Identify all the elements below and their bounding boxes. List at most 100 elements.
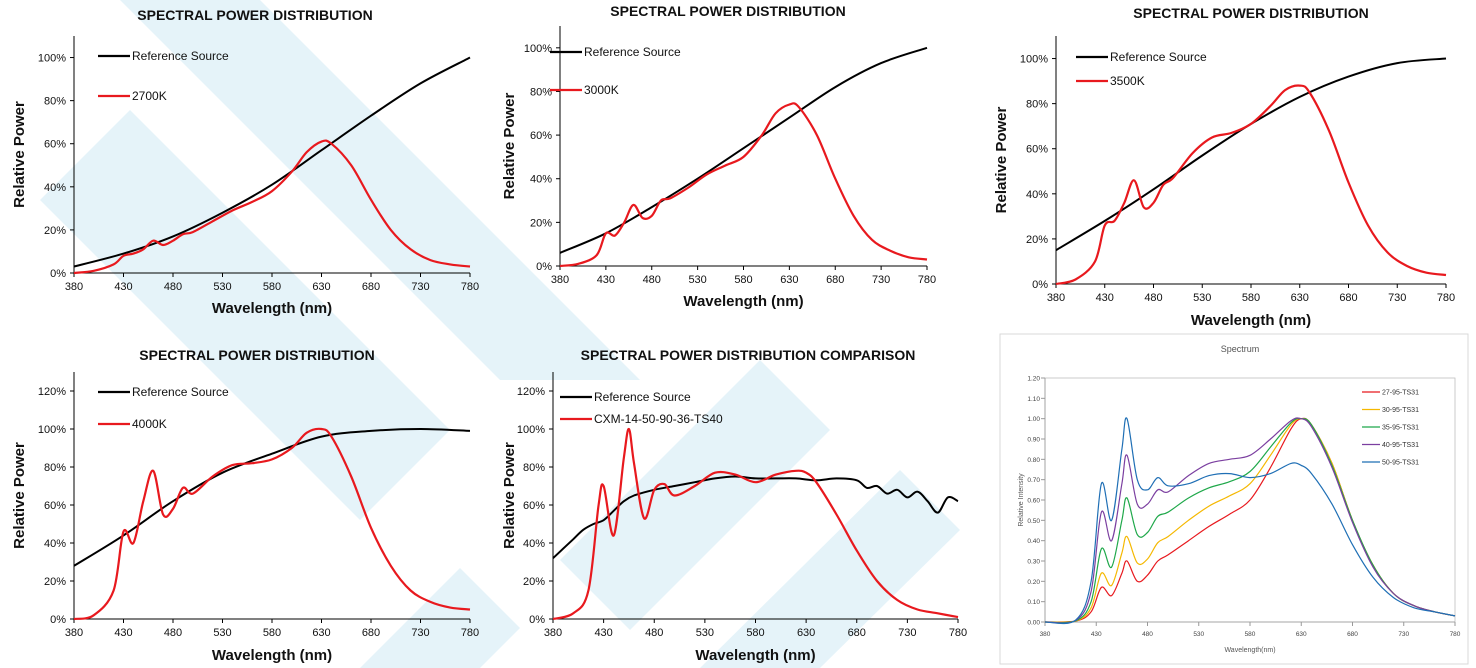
chart-1: SPECTRAL POWER DISTRIBUTION 0% 20% 40% 60% 80…	[11, 7, 479, 317]
chart-title: SPECTRAL POWER DISTRIBUTION	[137, 7, 372, 23]
x-axis-label: Wavelength (nm)	[683, 293, 803, 310]
y-tick-label: 60%	[44, 500, 66, 512]
y-tick-label: 0%	[529, 614, 545, 626]
legend-label: 4000K	[132, 417, 167, 431]
x-tick-label: 780	[1450, 631, 1461, 638]
x-tick-label: 380	[1040, 631, 1051, 638]
x-axis-label: Wavelength (nm)	[1191, 312, 1311, 329]
y-tick-label: 100%	[1020, 54, 1048, 66]
x-tick-label: 480	[164, 281, 182, 293]
x-tick-label: 430	[1091, 631, 1102, 638]
y-tick-label: 80%	[44, 462, 66, 474]
x-tick-label: 480	[1142, 631, 1153, 638]
legend-label: Reference Source	[584, 45, 681, 59]
x-tick-label: 430	[594, 627, 612, 639]
y-tick-label: 0.80	[1027, 457, 1040, 464]
legend-label: Reference Source	[132, 385, 229, 399]
y-tick-label: 20%	[44, 576, 66, 588]
chart-title: Spectrum	[1221, 344, 1260, 354]
x-tick-label: 430	[114, 281, 132, 293]
legend-label: 40-95-TS31	[1382, 442, 1419, 449]
series-line-3	[1044, 417, 1456, 624]
x-axis-label: Wavelength (nm)	[212, 647, 332, 664]
chart-2: SPECTRAL POWER DISTRIBUTION 0% 20% 40% 60% 80…	[501, 3, 936, 310]
x-axis-label: Wavelength(nm)	[1224, 647, 1275, 654]
chart-title: SPECTRAL POWER DISTRIBUTION COMPARISON	[581, 347, 916, 363]
y-tick-label: 80%	[530, 86, 552, 98]
y-tick-label: 120%	[517, 386, 545, 398]
y-tick-label: 80%	[523, 462, 545, 474]
series-line-1	[559, 46, 928, 254]
chart-4: SPECTRAL POWER DISTRIBUTION 0% 20% 40% 60% 80…	[11, 347, 479, 664]
x-axis-label: Wavelength (nm)	[695, 647, 815, 664]
x-tick-label: 380	[65, 627, 83, 639]
y-tick-label: 1.00	[1027, 416, 1040, 423]
y-axis-label: Relative Power	[11, 442, 28, 549]
series-line-2	[1055, 84, 1447, 286]
y-tick-label: 40%	[44, 182, 66, 194]
legend-label: 2700K	[132, 89, 167, 103]
legend-label: 50-95-TS31	[1382, 460, 1419, 467]
legend-label: 30-95-TS31	[1382, 407, 1419, 414]
y-tick-label: 1.20	[1027, 376, 1040, 383]
series-line-5	[1044, 417, 1456, 625]
series-line-1	[73, 56, 471, 268]
x-tick-label: 780	[1437, 292, 1455, 304]
x-tick-label: 380	[65, 281, 83, 293]
x-tick-label: 530	[688, 274, 706, 286]
x-tick-label: 530	[1193, 631, 1204, 638]
x-tick-label: 580	[746, 627, 764, 639]
x-axis-label: Wavelength (nm)	[212, 300, 332, 317]
x-tick-label: 480	[164, 627, 182, 639]
x-tick-label: 380	[551, 274, 569, 286]
x-tick-label: 730	[411, 281, 429, 293]
legend-label: Reference Source	[1110, 50, 1207, 64]
legend-label: 35-95-TS31	[1382, 425, 1419, 432]
y-tick-label: 100%	[524, 43, 552, 55]
x-tick-label: 780	[918, 274, 936, 286]
y-tick-label: 20%	[44, 225, 66, 237]
x-tick-label: 780	[461, 281, 479, 293]
x-tick-label: 530	[213, 627, 231, 639]
y-tick-label: 0.30	[1027, 559, 1040, 566]
chart-frame	[999, 333, 1469, 665]
y-tick-label: 0.20	[1027, 579, 1040, 586]
x-tick-label: 630	[780, 274, 798, 286]
y-tick-label: 20%	[523, 576, 545, 588]
y-tick-label: 120%	[38, 386, 66, 398]
x-tick-label: 630	[797, 627, 815, 639]
x-tick-label: 430	[1096, 292, 1114, 304]
x-tick-label: 480	[643, 274, 661, 286]
chart-title: SPECTRAL POWER DISTRIBUTION	[1133, 5, 1368, 21]
x-tick-label: 580	[263, 627, 281, 639]
legend-label: 3500K	[1110, 74, 1145, 88]
watermark	[40, 0, 960, 668]
x-tick-label: 680	[826, 274, 844, 286]
y-tick-label: 0.00	[1027, 620, 1040, 627]
y-axis-label: Relative Power	[501, 442, 518, 549]
y-tick-label: 0.60	[1027, 498, 1040, 505]
y-tick-label: 0.50	[1027, 518, 1040, 525]
y-tick-label: 20%	[1026, 234, 1048, 246]
y-tick-label: 100%	[38, 424, 66, 436]
legend-label: Reference Source	[132, 49, 229, 63]
x-tick-label: 730	[411, 627, 429, 639]
y-tick-label: 0%	[50, 268, 66, 280]
x-tick-label: 630	[1291, 292, 1309, 304]
y-tick-label: 0%	[50, 614, 66, 626]
legend-label: 27-95-TS31	[1382, 390, 1419, 397]
x-tick-label: 630	[312, 281, 330, 293]
legend-label: Reference Source	[594, 390, 691, 404]
x-tick-label: 730	[1388, 292, 1406, 304]
y-tick-label: 80%	[44, 96, 66, 108]
x-tick-label: 530	[696, 627, 714, 639]
y-tick-label: 40%	[530, 174, 552, 186]
y-tick-label: 0.90	[1027, 437, 1040, 444]
x-tick-label: 680	[362, 627, 380, 639]
y-tick-label: 60%	[1026, 144, 1048, 156]
x-tick-label: 380	[1047, 292, 1065, 304]
x-tick-label: 780	[949, 627, 967, 639]
x-tick-label: 780	[461, 627, 479, 639]
y-axis-label: Relative Intensity	[1018, 473, 1025, 527]
